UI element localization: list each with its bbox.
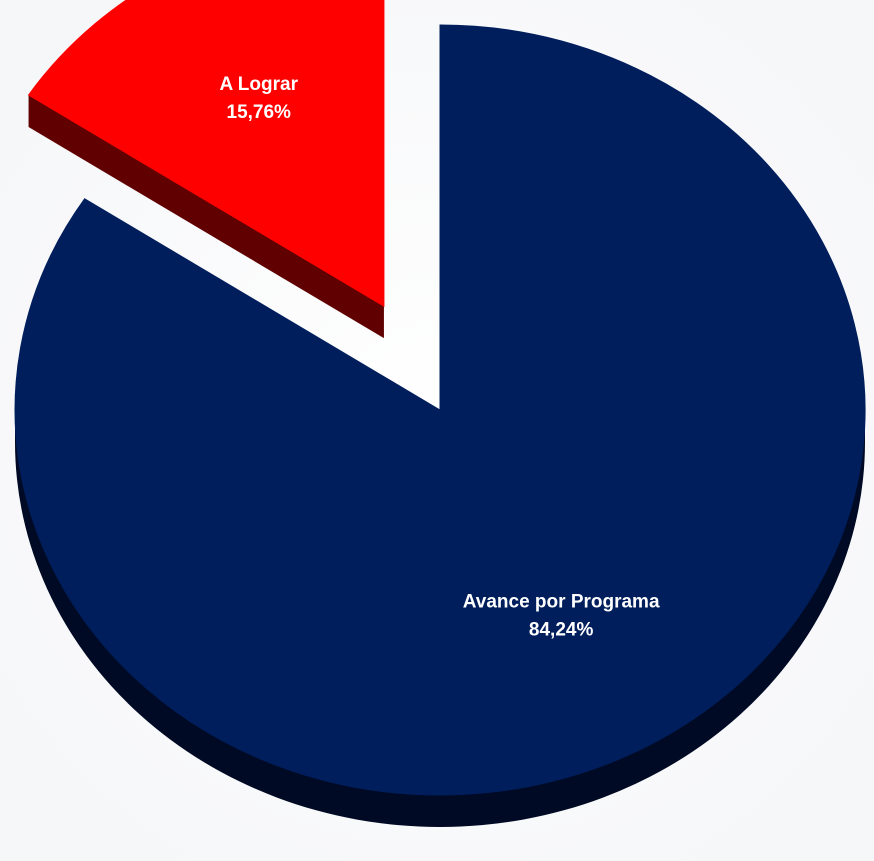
data-label-value: 15,76% [227, 102, 292, 123]
pie-slice-top [27, 0, 385, 308]
data-label-category: A Lograr [220, 74, 299, 95]
pie-slices [14, 0, 866, 827]
pie-slice-wall [28, 94, 384, 339]
pie-data-labels: Avance por Programa 84,24% A Lograr 15,76% [220, 74, 660, 640]
data-label-category: Avance por Programa [463, 591, 660, 612]
pie-slice-top [14, 24, 866, 796]
data-label-value: 84,24% [529, 619, 594, 640]
pie-slice-avance-por-programa [14, 24, 866, 827]
pie-slice-a-lograr [27, 0, 385, 339]
